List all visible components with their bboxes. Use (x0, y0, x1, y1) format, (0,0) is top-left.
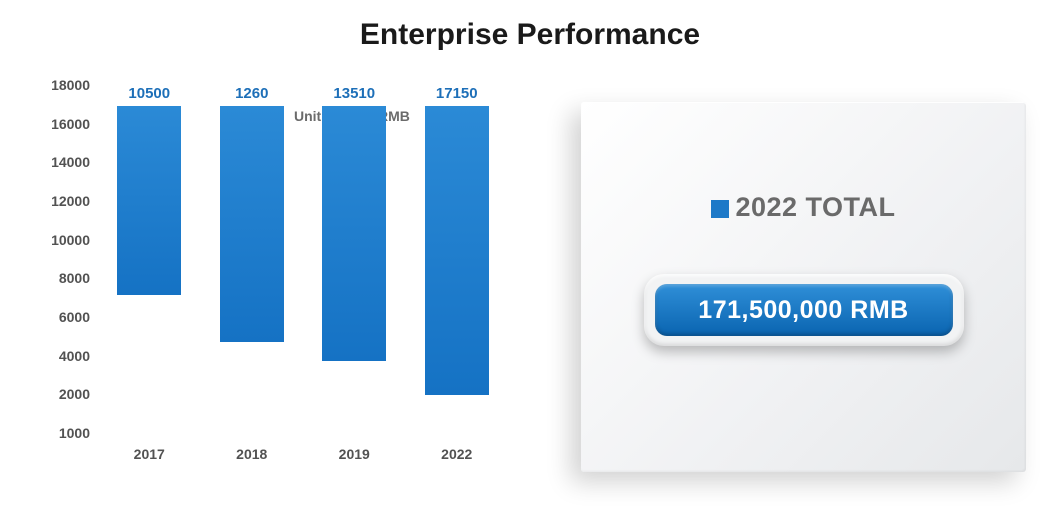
y-tick: 2000 (59, 387, 90, 401)
y-tick: 14000 (51, 155, 90, 169)
page-root: Enterprise Performance Unit：10000 RMB 18… (0, 0, 1060, 525)
plot-area: 10500 1260 13510 17150 (98, 85, 508, 440)
total-pill: 171,500,000 RMB (644, 274, 964, 346)
bar-slot: 1260 (201, 85, 304, 440)
page-title: Enterprise Performance (0, 0, 1060, 52)
y-tick: 16000 (51, 117, 90, 131)
bar-value-label: 1260 (235, 85, 268, 102)
x-axis-labels: 2017201820192022 (98, 446, 508, 462)
bar (220, 106, 284, 342)
total-value: 171,500,000 RMB (698, 296, 908, 325)
bar-value-label: 17150 (436, 85, 478, 102)
y-tick: 4000 (59, 349, 90, 363)
bar (117, 106, 181, 295)
summary-card: 2022 TOTAL 171,500,000 RMB (581, 102, 1026, 472)
bar-slot: 17150 (406, 85, 509, 440)
y-axis: 18000 16000 14000 12000 10000 8000 6000 4000 200… (46, 78, 90, 440)
x-tick-label: 2019 (303, 446, 406, 462)
total-pill-inner: 171,500,000 RMB (655, 284, 953, 336)
x-tick-label: 2018 (201, 446, 304, 462)
content-row: Unit：10000 RMB 1800016000140001200010000… (0, 52, 1060, 502)
y-tick: 6000 (59, 310, 90, 324)
bar-chart: Unit：10000 RMB 1800016000140001200010000… (16, 72, 536, 492)
x-tick-label: 2022 (406, 446, 509, 462)
y-tick: 12000 (51, 194, 90, 208)
y-tick: 8000 (59, 271, 90, 285)
y-tick: 18000 (51, 78, 90, 92)
legend-square-icon (711, 200, 729, 218)
y-tick: 1000 (59, 426, 90, 440)
summary-card-wrap: 2022 TOTAL 171,500,000 RMB (566, 72, 1026, 492)
bar-slot: 13510 (303, 85, 406, 440)
bar (425, 106, 489, 395)
bar (322, 106, 386, 361)
bar-slot: 10500 (98, 85, 201, 440)
y-tick: 10000 (51, 233, 90, 247)
legend: 2022 TOTAL (581, 192, 1026, 223)
legend-text: 2022 TOTAL (735, 192, 895, 222)
bar-value-label: 13510 (333, 85, 375, 102)
x-tick-label: 2017 (98, 446, 201, 462)
bar-value-label: 10500 (128, 85, 170, 102)
